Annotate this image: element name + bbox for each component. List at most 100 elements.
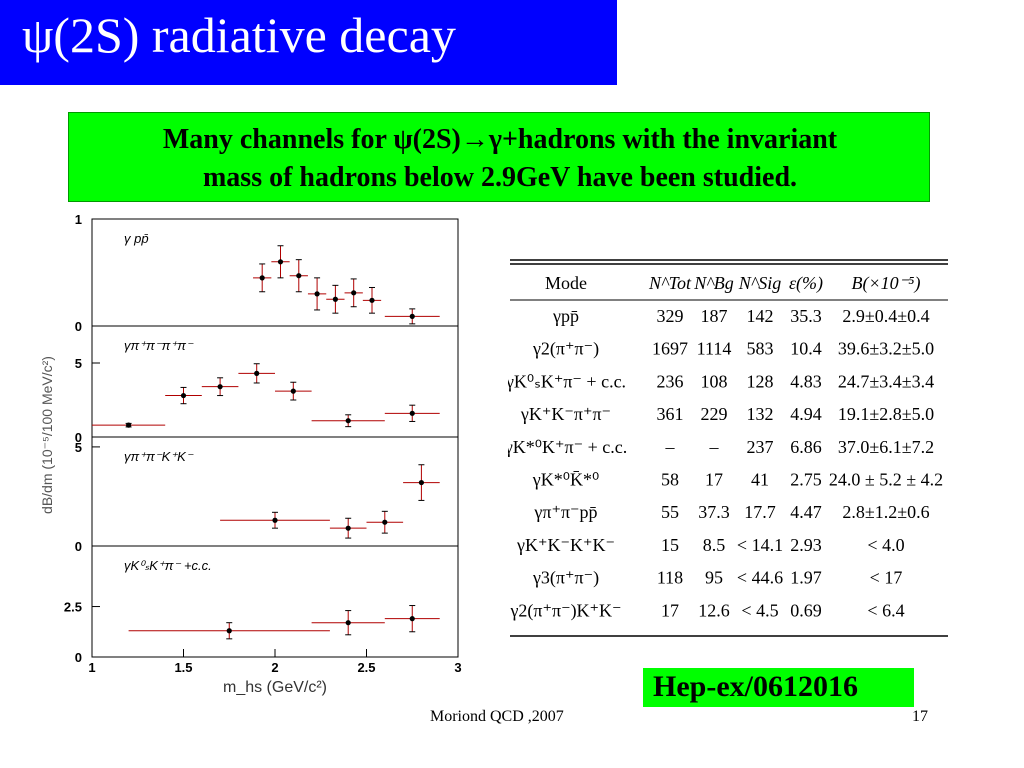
table-cell: 2.93 [790, 535, 822, 555]
table-cell: < 14.1 [737, 535, 783, 555]
table-cell: 4.83 [790, 371, 822, 391]
data-point [217, 384, 223, 390]
intro-line-1: Many channels for ψ(2S)→γ+hadrons with t… [162, 124, 838, 155]
table-cell: < 4.5 [741, 600, 778, 620]
panel-label: γπ⁺π⁻K⁺K⁻ [124, 449, 194, 464]
x-tick-label: 2.5 [357, 660, 375, 675]
y-tick-label: 5 [75, 440, 82, 455]
y-tick-label: 0 [75, 319, 82, 334]
data-point [296, 273, 302, 279]
data-point [314, 291, 320, 297]
table-cell: 4.47 [790, 502, 822, 522]
data-point [272, 517, 278, 523]
table-cell: 19.1±2.8±5.0 [838, 404, 934, 424]
data-point [277, 259, 284, 265]
table-cell: 118 [657, 568, 683, 588]
table-cell: 12.6 [698, 600, 730, 620]
table-cell: 237 [747, 437, 774, 457]
table-cell: 187 [701, 306, 728, 326]
panel-label: γπ⁺π⁻π⁺π⁻ [124, 338, 194, 353]
slide-title: ψ(2S) radiative decay [22, 7, 456, 63]
table-header-cell: ε(%) [789, 273, 823, 294]
table-cell: 2.9±0.4±0.4 [842, 306, 929, 326]
y-tick-label: 5 [75, 356, 82, 371]
table-cell: < 4.0 [867, 535, 904, 555]
table-cell: γK⁰ₛK⁺π⁻ + c.c. [508, 371, 626, 391]
y-tick-label: 0 [75, 539, 82, 554]
intro-line-2: mass of hadrons below 2.9GeV have been s… [202, 162, 798, 193]
y-tick-label: 1 [75, 212, 82, 227]
title-bar: ψ(2S) radiative decay [0, 0, 617, 85]
table-cell: γ3(π⁺π⁻) [532, 568, 599, 589]
table-cell: 361 [657, 404, 684, 424]
table-cell: < 44.6 [737, 568, 783, 588]
table-cell: 142 [747, 306, 774, 326]
data-point [180, 392, 187, 399]
data-point [409, 410, 415, 416]
table-cell: 39.6±3.2±5.0 [838, 339, 934, 359]
table-cell: 1114 [697, 339, 732, 359]
table-header-cell: N^Tot [648, 273, 692, 293]
table-cell: 37.0±6.1±7.2 [838, 437, 934, 457]
data-point [332, 296, 338, 302]
reference-box: Hep-ex/0612016 [641, 666, 916, 709]
y-tick-label: 0 [75, 650, 82, 665]
data-point [290, 388, 296, 394]
table-header-cell: Mode [545, 273, 587, 293]
table-cell: γK*⁰K̄*⁰ [532, 470, 599, 490]
table-header-cell: N^Sig [738, 273, 782, 293]
table-cell: 35.3 [790, 306, 822, 326]
table-cell: 41 [751, 470, 769, 490]
table-cell: – [709, 437, 720, 457]
table-cell: 2.75 [790, 470, 822, 490]
x-tick-label: 1.5 [174, 660, 192, 675]
data-point [369, 297, 375, 303]
page-number: 17 [912, 708, 928, 725]
table-cell: 55 [661, 502, 679, 522]
y-tick-label: 2.5 [64, 600, 82, 615]
table-cell: 17 [705, 470, 723, 490]
panel-label: γK⁰ₛK⁺π⁻ +c.c. [124, 558, 212, 573]
table-cell: 24.7±3.4±3.4 [838, 371, 934, 391]
table-cell: 15 [661, 535, 679, 555]
table-cell: 2.8±1.2±0.6 [842, 502, 929, 522]
table-header-cell: N^Bg [693, 273, 734, 293]
x-tick-label: 1 [88, 660, 95, 675]
table-cell: γ2(π⁺π⁻)K⁺K⁻ [509, 600, 621, 621]
table-cell: < 17 [870, 568, 903, 588]
table-cell: 10.4 [790, 339, 822, 359]
intro-box: Many channels for ψ(2S)→γ+hadrons with t… [68, 112, 930, 202]
table-cell: 329 [657, 306, 684, 326]
data-point [345, 620, 351, 626]
table-cell: 17 [661, 600, 679, 620]
table-cell: γpp̄ [552, 306, 579, 326]
table-cell: 4.94 [790, 404, 822, 424]
y-axis-label: dB/dm (10⁻⁵/100 MeV/c²) [39, 356, 55, 514]
data-point [418, 479, 424, 486]
table-cell: γK⁺K⁻π⁺π⁻ [520, 404, 611, 424]
y-tick-label: 0 [75, 430, 82, 445]
reference-label: Hep-ex/0612016 [653, 670, 858, 703]
data-point [126, 422, 132, 428]
intro-text: Many channels for ψ(2S)→γ+hadrons with t… [69, 121, 931, 197]
table-cell: 583 [747, 339, 774, 359]
table-cell: – [665, 437, 676, 457]
table-cell: 0.69 [790, 600, 822, 620]
table-cell: 58 [661, 470, 679, 490]
table-cell: γπ⁺π⁻pp̄ [533, 502, 597, 522]
table-cell: < 6.4 [867, 600, 904, 620]
data-point [226, 628, 232, 634]
data-point [409, 313, 415, 319]
data-point [351, 290, 357, 296]
footer-text: Moriond QCD ,2007 [430, 708, 564, 725]
x-tick-label: 2 [271, 660, 278, 675]
data-point [345, 418, 351, 424]
data-point [382, 519, 388, 525]
data-point [409, 616, 415, 622]
table-cell: 229 [701, 404, 728, 424]
table-cell: γK⁺K⁻K⁺K⁻ [516, 535, 615, 555]
data-point [254, 370, 260, 376]
table-cell: γ2(π⁺π⁻) [532, 339, 599, 360]
results-table: Mode N^Tot N^Bg N^Sig ε(%) B(×10⁻⁵) γpp̄ 329 187… [508, 259, 948, 637]
